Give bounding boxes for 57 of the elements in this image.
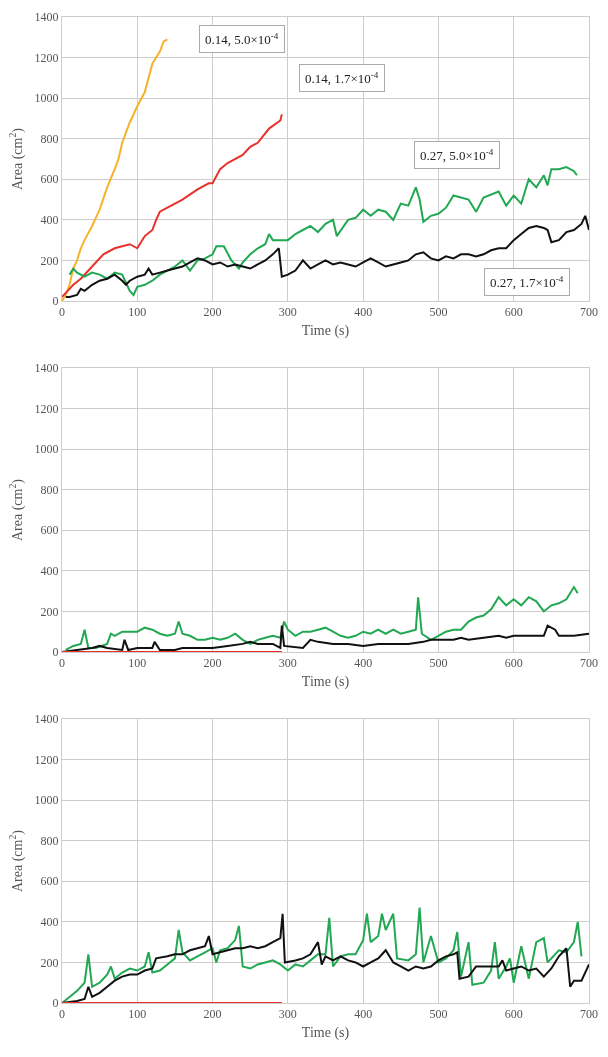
- x-tick-label: 300: [278, 305, 297, 320]
- y-tick-label: 800: [40, 482, 59, 497]
- text: 0.14, 5.0×10$^{-4}$: [205, 31, 279, 48]
- x-tick-label: 500: [429, 656, 448, 671]
- x-axis-title: Time (s): [301, 322, 350, 339]
- series-label: 0.27, 1.7×10$^{-4}$: [490, 274, 564, 291]
- y-tick-label: 0: [52, 996, 59, 1011]
- x-tick-label: 100: [128, 656, 147, 671]
- x-tick-label: 200: [203, 656, 222, 671]
- x-tick-label: 100: [128, 1007, 147, 1022]
- line-series: [64, 214, 589, 298]
- x-tick-label: 400: [354, 656, 373, 671]
- line-series: [62, 113, 283, 298]
- x-tick-label: 300: [278, 1007, 297, 1022]
- y-tick-label: 200: [40, 955, 59, 970]
- x-tick-label: 400: [354, 305, 373, 320]
- line-series: [62, 38, 169, 301]
- x-tick-label: 500: [429, 305, 448, 320]
- line-series: [68, 166, 578, 296]
- x-axis-title: Time (s): [301, 1024, 350, 1041]
- y-tick-label: 400: [40, 564, 59, 579]
- x-tick-label: 600: [504, 1007, 523, 1022]
- x-tick-label: 700: [580, 1007, 598, 1022]
- y-tick-label: 800: [40, 131, 59, 146]
- y-tick-label: 400: [40, 213, 59, 228]
- y-tick-label: 1200: [34, 401, 59, 416]
- y-tick-label: 400: [40, 915, 59, 930]
- y-tick-label: 0: [52, 645, 59, 660]
- y-tick-label: 1400: [34, 712, 59, 727]
- y-tick-label: 600: [40, 172, 59, 187]
- y-tick-label: 600: [40, 874, 59, 889]
- y-tick-label: 1400: [34, 361, 59, 376]
- x-tick-label: 600: [504, 656, 523, 671]
- x-tick-label: 200: [203, 305, 222, 320]
- x-tick-label: 700: [580, 305, 598, 320]
- x-tick-label: 400: [354, 1007, 373, 1022]
- series-label: 0.27, 5.0×10$^{-4}$: [420, 147, 494, 164]
- x-axis-title: Time (s): [301, 673, 350, 690]
- x-tick-label: 600: [504, 305, 523, 320]
- y-tick-label: 1000: [34, 442, 59, 457]
- y-tick-label: 1000: [34, 91, 59, 106]
- y-tick-label: 600: [40, 523, 59, 538]
- y-tick-label: 1000: [34, 793, 59, 808]
- y-tick-label: 1200: [34, 752, 59, 767]
- x-tick-label: 200: [203, 1007, 222, 1022]
- y-tick-label: 200: [40, 253, 59, 268]
- x-tick-label: 700: [580, 656, 598, 671]
- y-tick-label: 0: [52, 294, 59, 309]
- line-series: [64, 586, 579, 651]
- y-tick-label: 1400: [34, 10, 59, 25]
- x-tick-label: 300: [278, 656, 297, 671]
- y-tick-label: 800: [40, 833, 59, 848]
- text: 0.14, 1.7×10$^{-4}$: [305, 70, 379, 87]
- x-tick-label: 500: [429, 1007, 448, 1022]
- y-tick-label: 1200: [34, 50, 59, 65]
- y-tick-label: 200: [40, 604, 59, 619]
- x-tick-label: 100: [128, 305, 147, 320]
